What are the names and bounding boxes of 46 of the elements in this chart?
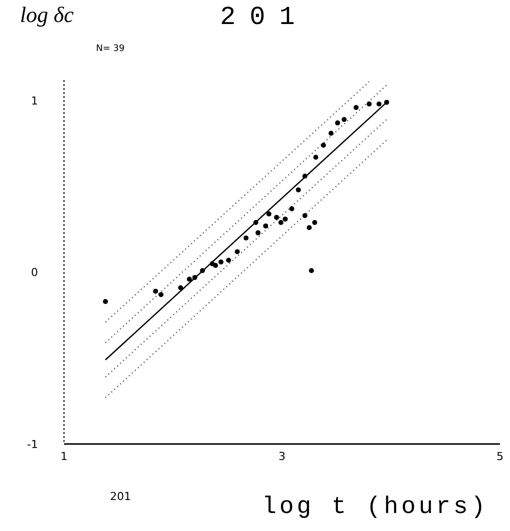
point <box>186 276 192 282</box>
point <box>153 288 158 294</box>
point <box>226 258 232 263</box>
point <box>263 223 268 228</box>
x-tick-label: 5 <box>496 450 504 463</box>
point <box>192 274 198 280</box>
point <box>335 120 340 126</box>
text: 201 <box>220 2 309 32</box>
point <box>342 116 347 122</box>
point <box>289 206 294 212</box>
point <box>158 292 164 298</box>
point <box>384 100 390 105</box>
point <box>354 104 359 110</box>
point <box>308 268 314 274</box>
point <box>320 142 326 148</box>
point <box>282 216 288 222</box>
y-tick-label: 1 <box>31 94 38 108</box>
y-tick-label: 0 <box>31 266 38 280</box>
point <box>312 220 318 226</box>
text: 201 <box>110 490 131 503</box>
text: N= 39 <box>96 44 125 54</box>
point <box>218 260 224 264</box>
y-axis-title: log δc <box>20 2 74 28</box>
point <box>178 285 184 290</box>
y-tick-label: -1 <box>27 438 38 451</box>
point <box>306 225 312 230</box>
x-axis-title: log t (hours) <box>262 494 488 521</box>
x-tick-label: 1 <box>60 450 68 463</box>
point <box>234 249 240 254</box>
point <box>366 102 372 107</box>
point <box>274 214 280 220</box>
point <box>296 187 301 192</box>
point <box>278 220 284 226</box>
point <box>302 213 308 218</box>
point <box>244 235 249 240</box>
point <box>256 230 261 236</box>
point <box>328 130 334 136</box>
point <box>266 211 272 216</box>
point <box>102 298 108 304</box>
point <box>200 268 205 274</box>
point <box>213 262 218 268</box>
point <box>253 220 258 226</box>
x-tick-label: 3 <box>278 450 286 463</box>
point <box>376 102 382 107</box>
point <box>302 174 308 179</box>
point <box>313 154 318 160</box>
